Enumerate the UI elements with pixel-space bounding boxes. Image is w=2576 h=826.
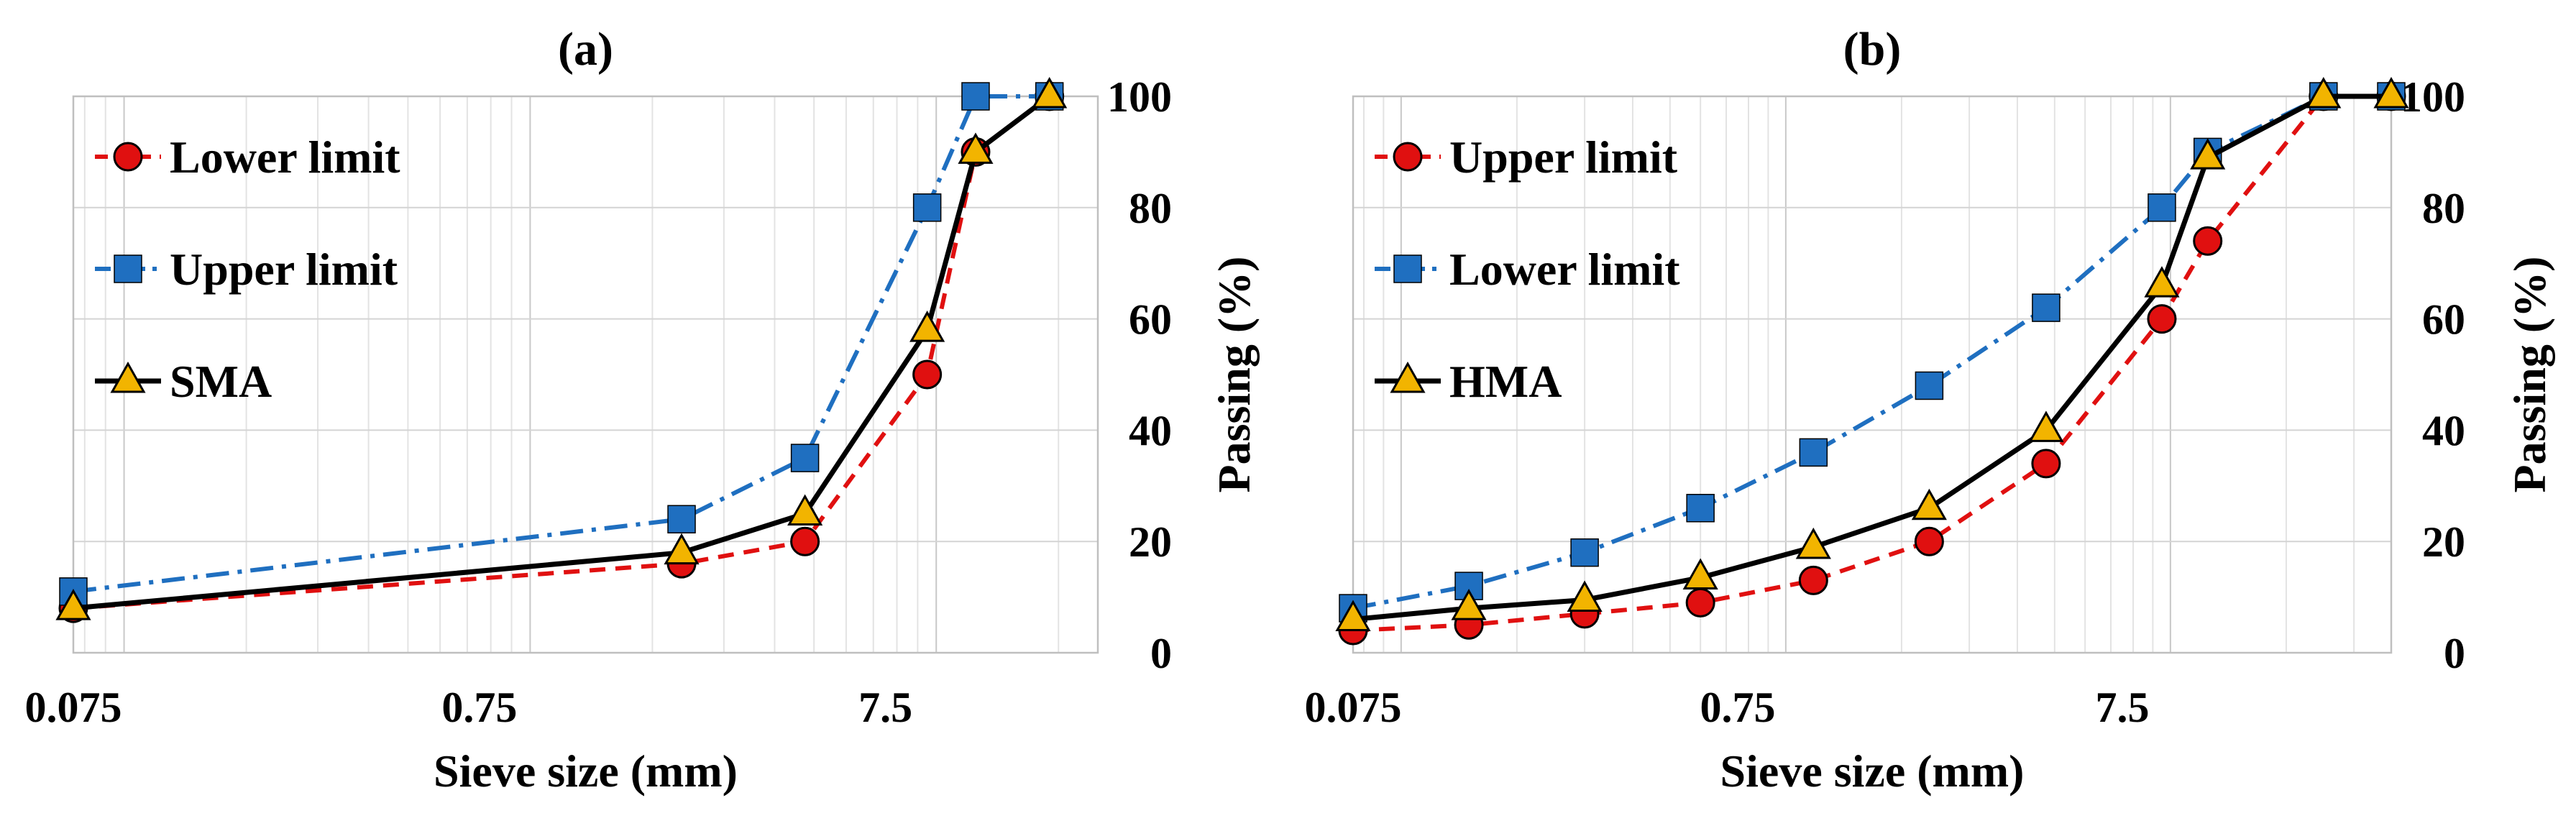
data-point-square: [114, 254, 142, 283]
data-point-circle: [113, 142, 143, 172]
data-point-triangle: [1567, 580, 1603, 612]
data-point-square: [2032, 293, 2061, 322]
x-tick-label: 0.75: [441, 684, 517, 731]
legend-label: Upper limit: [170, 244, 398, 295]
y-tick-label: 40: [1129, 407, 1172, 454]
data-point-circle: [2031, 449, 2061, 479]
gridlines: [1353, 96, 2391, 653]
data-point-square: [790, 444, 820, 472]
plot-frame: [72, 95, 1099, 654]
y-tick-label: 40: [2422, 407, 2465, 454]
data-point-triangle: [664, 533, 700, 565]
series-line: [1352, 94, 2391, 633]
data-point-square: [1915, 371, 1944, 400]
series-sma: [55, 76, 1068, 620]
chart-a: (a) 0.075 0.75 7.5 Sieve size (mm) 0 20 40 60 80 1…: [25, 23, 1260, 797]
data-point-triangle: [1390, 361, 1426, 393]
y-tick-label: 60: [1129, 296, 1172, 344]
data-point-circle: [912, 359, 943, 390]
y-tick-label: 60: [2422, 296, 2465, 344]
data-point-triangle: [909, 311, 945, 342]
data-point-triangle: [787, 494, 823, 526]
x-tick-label: 0.075: [1305, 684, 1402, 731]
data-point-triangle: [1032, 76, 1068, 109]
data-point-triangle: [1335, 600, 1371, 632]
x-axis-title: Sieve size (mm): [434, 745, 738, 797]
y-tick-label: 80: [1129, 185, 1172, 232]
data-point-triangle: [2306, 76, 2342, 109]
data-point-circle: [1685, 587, 1715, 618]
legend-label: SMA: [170, 356, 272, 407]
y-tick-label: 0: [2444, 630, 2465, 677]
data-point-triangle: [1911, 488, 1947, 520]
data-point-square: [2148, 193, 2176, 222]
x-tick-label: 0.075: [25, 684, 122, 731]
data-point-triangle: [2190, 138, 2226, 170]
chart-title: (a): [558, 23, 613, 75]
legend: Upper limit Lower limit HMA: [1375, 132, 1680, 407]
data-point-triangle: [55, 589, 91, 620]
y-axis-title: Passing (%): [2504, 257, 2555, 493]
chart-title: (b): [1843, 23, 1902, 75]
series-hma: [1335, 76, 2409, 632]
data-point-square: [912, 193, 942, 222]
data-point-triangle: [958, 132, 994, 164]
data-point-circle: [1798, 565, 1828, 595]
y-tick-label: 100: [2401, 73, 2465, 121]
data-point-square: [667, 505, 696, 533]
x-tick-label: 7.5: [858, 684, 912, 731]
y-tick-label: 20: [1129, 518, 1172, 566]
data-point-circle: [1914, 526, 1944, 556]
legend: Lower limit Upper limit SMA: [95, 132, 400, 407]
data-point-circle: [790, 526, 820, 556]
data-point-triangle: [2028, 410, 2064, 442]
data-point-triangle: [2144, 266, 2180, 298]
data-point-circle: [2147, 304, 2177, 334]
data-point-square: [1799, 438, 1828, 467]
y-tick-label: 80: [2422, 185, 2465, 232]
legend-label: Lower limit: [170, 132, 400, 183]
data-point-square: [961, 82, 990, 111]
y-tick-label: 100: [1107, 73, 1172, 121]
x-axis-title: Sieve size (mm): [1720, 745, 2025, 797]
data-point-circle: [1393, 142, 1423, 172]
data-point-square: [1393, 254, 1422, 283]
data-point-triangle: [1682, 558, 1718, 590]
data-point-square: [1570, 538, 1599, 567]
legend-label: Upper limit: [1449, 132, 1678, 183]
data-point-square: [1686, 494, 1715, 523]
y-tick-label: 20: [2422, 518, 2465, 566]
y-tick-label: 0: [1150, 630, 1172, 677]
x-tick-label: 7.5: [2096, 684, 2150, 731]
x-tick-label: 0.75: [1700, 684, 1776, 731]
data-point-triangle: [110, 361, 146, 393]
data-point-circle: [2193, 226, 2223, 256]
data-point-triangle: [1451, 589, 1487, 620]
data-point-triangle: [2373, 76, 2409, 109]
plot-frame: [1352, 95, 2393, 654]
series-line: [73, 94, 1051, 611]
legend-label: Lower limit: [1449, 244, 1680, 295]
series-line: [1352, 94, 2391, 611]
y-axis-title: Passing (%): [1209, 257, 1260, 493]
legend-label: HMA: [1449, 356, 1562, 407]
data-point-triangle: [1795, 527, 1831, 559]
chart-b: (b) 0.075 0.75 7.5 Sieve size (mm) 0 20 40 60 80 1…: [1305, 23, 2556, 797]
series-line: [73, 94, 1051, 611]
